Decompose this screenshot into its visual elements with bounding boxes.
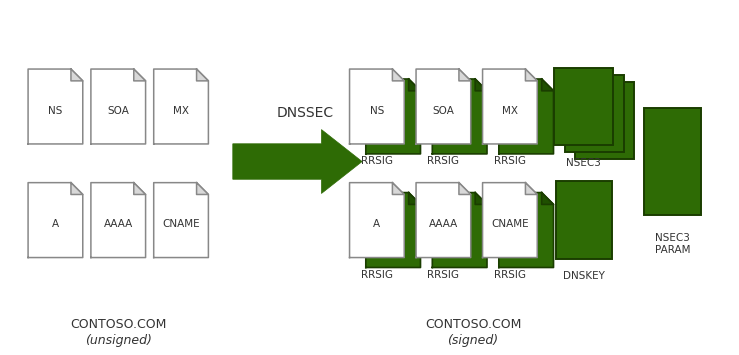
Text: CONTOSO.COM: CONTOSO.COM xyxy=(425,318,521,331)
Polygon shape xyxy=(542,192,554,204)
Polygon shape xyxy=(71,69,83,81)
Polygon shape xyxy=(154,182,208,258)
Polygon shape xyxy=(392,69,404,81)
Polygon shape xyxy=(366,192,420,268)
Text: NSEC3: NSEC3 xyxy=(566,158,602,168)
Text: MX: MX xyxy=(173,106,189,116)
Polygon shape xyxy=(409,79,420,91)
Polygon shape xyxy=(525,69,537,81)
Text: SOA: SOA xyxy=(107,106,129,116)
Text: AAAA: AAAA xyxy=(429,219,458,229)
Text: (signed): (signed) xyxy=(447,334,499,346)
Text: RRSIG: RRSIG xyxy=(494,269,526,280)
Text: A: A xyxy=(52,219,59,229)
Polygon shape xyxy=(28,69,83,144)
Text: (unsigned): (unsigned) xyxy=(85,334,151,346)
Text: RRSIG: RRSIG xyxy=(427,156,460,166)
Polygon shape xyxy=(154,69,208,144)
Text: CONTOSO.COM: CONTOSO.COM xyxy=(70,318,166,331)
Text: CNAME: CNAME xyxy=(163,219,200,229)
Polygon shape xyxy=(542,79,554,91)
Text: RRSIG: RRSIG xyxy=(427,269,460,280)
Text: RRSIG: RRSIG xyxy=(361,156,393,166)
Text: NSEC3
PARAM: NSEC3 PARAM xyxy=(655,233,690,255)
Polygon shape xyxy=(233,130,362,193)
Polygon shape xyxy=(475,192,487,204)
Polygon shape xyxy=(459,182,471,195)
Text: NS: NS xyxy=(370,106,384,116)
Text: SOA: SOA xyxy=(432,106,454,116)
Text: A: A xyxy=(373,219,381,229)
Polygon shape xyxy=(197,182,208,195)
Polygon shape xyxy=(350,182,404,258)
Text: DNSKEY: DNSKEY xyxy=(563,271,605,282)
Polygon shape xyxy=(28,182,83,258)
Text: RRSIG: RRSIG xyxy=(361,269,393,280)
Polygon shape xyxy=(483,182,537,258)
Polygon shape xyxy=(392,182,404,195)
Polygon shape xyxy=(134,69,146,81)
Bar xyxy=(565,75,624,152)
Polygon shape xyxy=(525,182,537,195)
Polygon shape xyxy=(475,79,487,91)
Polygon shape xyxy=(459,69,471,81)
Polygon shape xyxy=(409,192,420,204)
Polygon shape xyxy=(432,79,487,154)
Bar xyxy=(554,68,613,145)
Bar xyxy=(556,181,612,259)
Text: RRSIG: RRSIG xyxy=(494,156,526,166)
Polygon shape xyxy=(91,182,146,258)
Text: CNAME: CNAME xyxy=(491,219,528,229)
Polygon shape xyxy=(499,192,554,268)
Polygon shape xyxy=(499,79,554,154)
Polygon shape xyxy=(416,69,471,144)
Polygon shape xyxy=(432,192,487,268)
Polygon shape xyxy=(350,69,404,144)
Polygon shape xyxy=(197,69,208,81)
Polygon shape xyxy=(71,182,83,195)
Polygon shape xyxy=(416,182,471,258)
Text: AAAA: AAAA xyxy=(103,219,133,229)
Polygon shape xyxy=(134,182,146,195)
Bar xyxy=(575,82,634,159)
Polygon shape xyxy=(366,79,420,154)
Text: DNSSEC: DNSSEC xyxy=(276,106,333,120)
Polygon shape xyxy=(483,69,537,144)
Text: NS: NS xyxy=(48,106,63,116)
Bar xyxy=(644,108,701,215)
Polygon shape xyxy=(91,69,146,144)
Text: MX: MX xyxy=(502,106,518,116)
